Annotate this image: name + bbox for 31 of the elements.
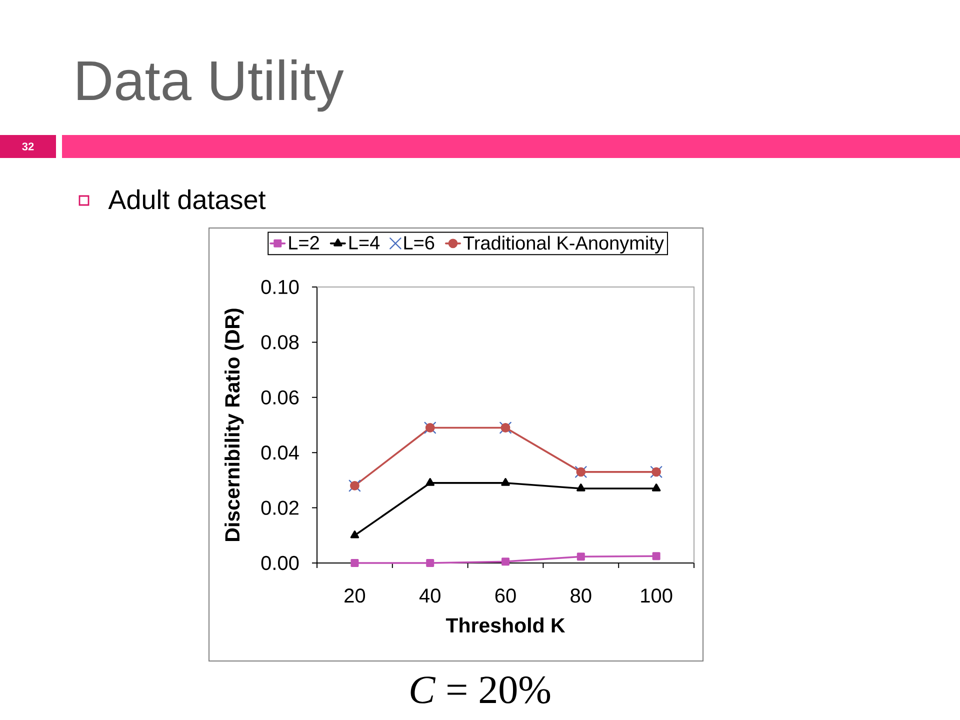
- y-tick-label: 0.00: [261, 556, 299, 570]
- point: [576, 484, 586, 492]
- text: C = 20%: [410, 676, 550, 704]
- x-tick-label: 40: [419, 588, 440, 603]
- chart-subtitle: Adult dataset: [108, 189, 266, 210]
- text: 32: [22, 142, 34, 150]
- y-tick-label: 0.04: [261, 446, 299, 460]
- x-tick-label: 60: [495, 588, 516, 603]
- point: [350, 530, 360, 538]
- x-axis-title: Threshold K: [446, 618, 566, 633]
- point: [652, 552, 660, 560]
- y-axis-title: Discernibility Ratio (DR): [224, 308, 244, 541]
- point: [350, 559, 359, 567]
- point: [502, 558, 510, 566]
- point: [426, 478, 434, 486]
- point: [426, 559, 434, 567]
- chart-title: Data Utility: [78, 59, 344, 112]
- point: [576, 552, 585, 561]
- legend-label: Traditional K-Anonymity: [463, 236, 664, 254]
- point: [652, 484, 661, 492]
- legend-label: L=4: [349, 236, 380, 250]
- x-tick-label: 20: [344, 588, 366, 603]
- x-tick-label: 100: [641, 588, 672, 603]
- y-tick-label: 0.06: [261, 390, 299, 404]
- y-tick-label: 0.08: [261, 335, 299, 350]
- x-tick-label: 80: [570, 588, 592, 603]
- point: [501, 478, 510, 486]
- legend-label: L=2: [289, 236, 319, 250]
- y-tick-label: 0.02: [261, 500, 298, 515]
- legend-label: L=6: [404, 236, 434, 250]
- y-tick-label: 0.10: [261, 280, 299, 294]
